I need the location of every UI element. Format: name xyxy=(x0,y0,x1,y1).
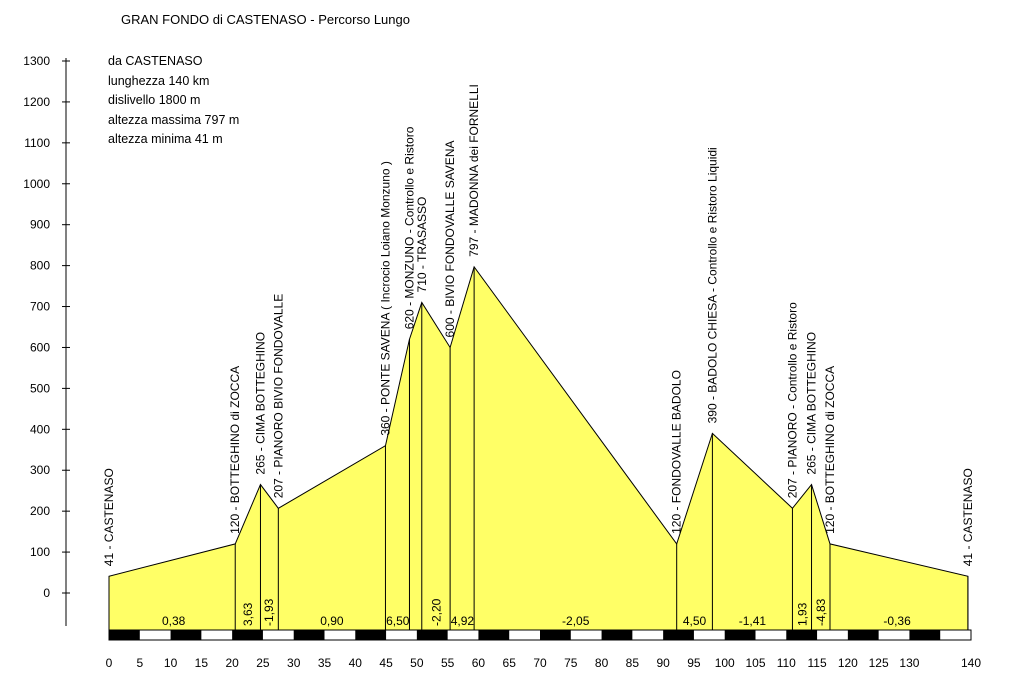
y-tick-label: 0 xyxy=(43,586,50,600)
y-tick-label: 700 xyxy=(30,300,50,314)
waypoint-label: 207 - PIANORO - Controllo e Ristoro xyxy=(785,302,799,498)
km-bar-segment xyxy=(355,630,387,640)
waypoint-label: 120 - FONDOVALLE BADOLO xyxy=(670,370,684,534)
x-tick-label: 20 xyxy=(225,656,239,670)
info-max-altitude: altezza massima 797 m xyxy=(108,112,240,127)
x-tick-label: 50 xyxy=(410,656,424,670)
waypoint-label: 360 - PONTE SAVENA ( Incrocio Loiano Mon… xyxy=(378,161,392,436)
x-tick-label: 130 xyxy=(899,656,919,670)
x-tick-label: 120 xyxy=(838,656,858,670)
gradient-label: 1,93 xyxy=(795,602,809,626)
y-tick-label: 1100 xyxy=(24,136,50,150)
y-tick-label: 1200 xyxy=(23,95,50,109)
x-tick-label: 115 xyxy=(808,656,827,670)
x-tick-label: 45 xyxy=(379,656,393,670)
y-tick-label: 1300 xyxy=(23,54,50,68)
elevation-profile-area xyxy=(108,265,969,631)
gradient-label: 6,50 xyxy=(386,614,410,628)
waypoint-label: 41 - CASTENASO xyxy=(961,468,975,566)
y-tick-label: 300 xyxy=(30,463,50,477)
waypoint-label: 41 - CASTENASO xyxy=(102,468,116,566)
y-tick-label: 100 xyxy=(30,545,50,559)
km-bar-segment xyxy=(601,630,633,640)
info-climb: dislivello 1800 m xyxy=(108,93,201,107)
x-tick-label: 40 xyxy=(349,656,363,670)
waypoint-label: 265 - CIMA BOTTEGHINO xyxy=(805,332,819,475)
waypoint-label: 390 - BADOLO CHIESA - Controllo e Ristor… xyxy=(705,147,719,423)
km-bar-segment xyxy=(663,630,694,640)
km-bar-segment xyxy=(170,630,202,640)
km-bar-segment xyxy=(416,630,448,640)
x-tick-label: 35 xyxy=(318,656,332,670)
info-length: lunghezza 140 km xyxy=(108,73,210,88)
x-tick-label: 5 xyxy=(136,656,143,670)
km-bar-segment xyxy=(109,630,140,640)
x-tick-label: 15 xyxy=(195,656,209,670)
waypoint-label: 207 - PIANORO BIVIO FONDOVALLE xyxy=(271,294,285,499)
gradient-label: 4,50 xyxy=(683,614,707,628)
waypoint-label: 710 - TRASASSO xyxy=(415,197,429,293)
x-tick-label: 55 xyxy=(441,656,455,670)
waypoint-label: 265 - CIMA BOTTEGHINO xyxy=(253,332,267,475)
gradient-label: 4,92 xyxy=(451,614,475,628)
x-tick-label: 95 xyxy=(687,656,701,670)
gradient-label: 0,90 xyxy=(320,614,344,628)
x-tick-label: 80 xyxy=(595,656,609,670)
x-tick-label: 70 xyxy=(533,656,547,670)
x-tick-label: 0 xyxy=(106,656,113,670)
km-bar-segment xyxy=(786,630,818,640)
waypoint-label: 797 - MADONNA dei FORNELLI xyxy=(467,84,481,257)
x-tick-label: 125 xyxy=(869,656,889,670)
x-tick-label: 10 xyxy=(164,656,178,670)
km-bar-segment xyxy=(293,630,325,640)
x-tick-label: 105 xyxy=(745,656,765,670)
x-tick-label: 25 xyxy=(256,656,270,670)
km-bar-segment xyxy=(232,630,263,640)
km-bar-segment xyxy=(909,630,941,640)
y-tick-label: 400 xyxy=(30,422,50,436)
y-tick-label: 500 xyxy=(30,381,50,395)
info-min-altitude: altezza minima 41 m xyxy=(108,132,223,146)
km-bar-segment xyxy=(724,630,756,640)
gradient-label: 3,63 xyxy=(241,602,255,626)
km-bar-segment xyxy=(847,630,879,640)
km-bar-segment xyxy=(478,630,510,640)
x-tick-label: 60 xyxy=(472,656,486,670)
gradient-label: -1,93 xyxy=(262,598,276,626)
waypoint-label: 120 - BOTTEGHINO di ZOCCA xyxy=(228,366,242,534)
x-tick-label: 30 xyxy=(287,656,301,670)
gradient-label: -2,20 xyxy=(430,598,444,626)
y-tick-label: 600 xyxy=(30,340,50,354)
x-tick-label: 100 xyxy=(715,656,735,670)
y-tick-label: 900 xyxy=(30,218,50,232)
gradient-label: -2,05 xyxy=(562,614,590,628)
gradient-label: -1,41 xyxy=(739,614,767,628)
gradient-label: 0,38 xyxy=(162,614,186,628)
waypoint-label: 600 - BIVIO FONDOVALLE SAVENA xyxy=(443,140,457,337)
chart-title: GRAN FONDO di CASTENASO - Percorso Lungo xyxy=(121,12,410,27)
gradient-label: -0,36 xyxy=(883,614,911,628)
x-tick-label: 140 xyxy=(961,656,981,670)
waypoint-label: 120 - BOTTEGHINO di ZOCCA xyxy=(823,366,837,534)
waypoint-label: 620 - MONZUNO - Controllo e Ristoro xyxy=(402,126,416,329)
gradient-label: -4,83 xyxy=(814,598,828,626)
y-tick-label: 1000 xyxy=(23,177,50,191)
y-tick-label: 800 xyxy=(30,259,50,273)
x-tick-label: 85 xyxy=(626,656,640,670)
x-tick-label: 75 xyxy=(564,656,578,670)
info-start: da CASTENASO xyxy=(108,54,203,68)
route-info: da CASTENASO lunghezza 140 km dislivello… xyxy=(108,52,239,150)
x-tick-label: 65 xyxy=(503,656,517,670)
km-bar-segment xyxy=(540,630,571,640)
x-tick-label: 90 xyxy=(656,656,670,670)
y-tick-label: 200 xyxy=(30,504,50,518)
x-tick-label: 110 xyxy=(777,656,796,670)
